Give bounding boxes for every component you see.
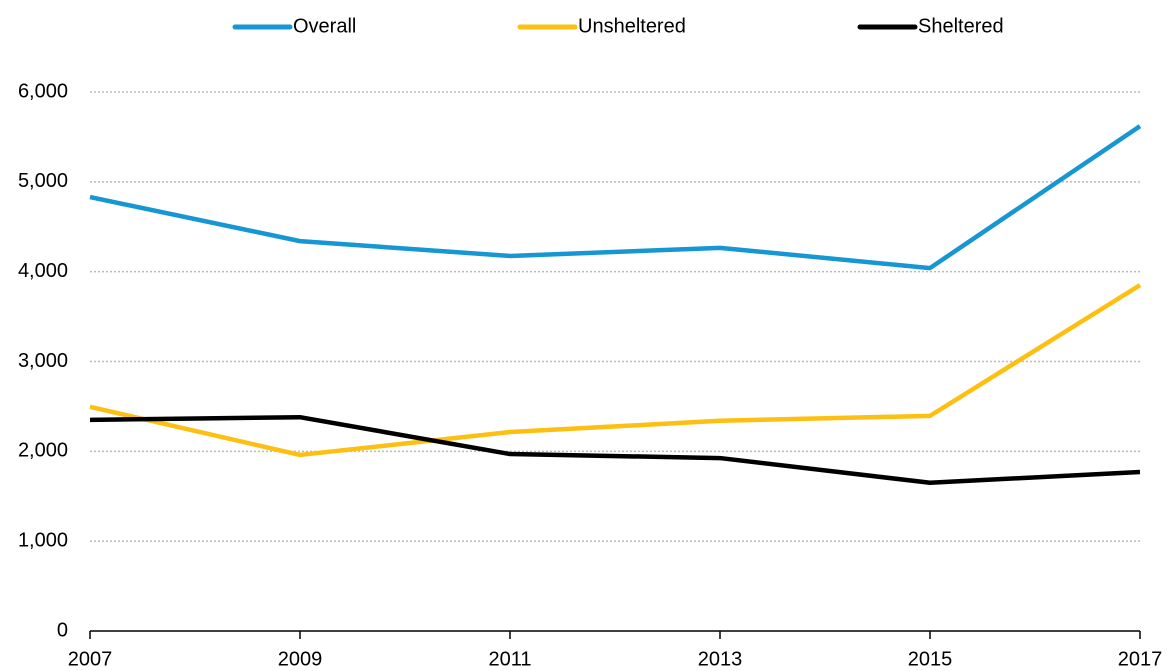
y-tick-label: 1,000: [18, 529, 68, 551]
series-line: [89, 283, 1142, 458]
x-tick-label: 2011: [488, 648, 531, 670]
x-tick-label: 2013: [698, 648, 743, 670]
x-tick-label: 2009: [278, 648, 323, 670]
y-tick-label: 3,000: [18, 350, 68, 372]
y-tick-label: 2,000: [18, 440, 68, 462]
y-tick-label: 5,000: [18, 170, 68, 192]
legend-label: Unsheltered: [578, 15, 686, 37]
legend-label: Overall: [293, 15, 356, 37]
y-tick-label: 4,000: [18, 260, 68, 282]
legend-label: Sheltered: [918, 15, 1004, 37]
x-tick-label: 2007: [68, 648, 113, 670]
x-tick-label: 2015: [908, 648, 953, 670]
series-line: [89, 124, 1142, 271]
y-tick-label: 0: [57, 619, 68, 641]
x-tick-label: 2017: [1118, 648, 1163, 670]
series-line: [89, 414, 1141, 486]
y-tick-label: 6,000: [18, 80, 68, 102]
